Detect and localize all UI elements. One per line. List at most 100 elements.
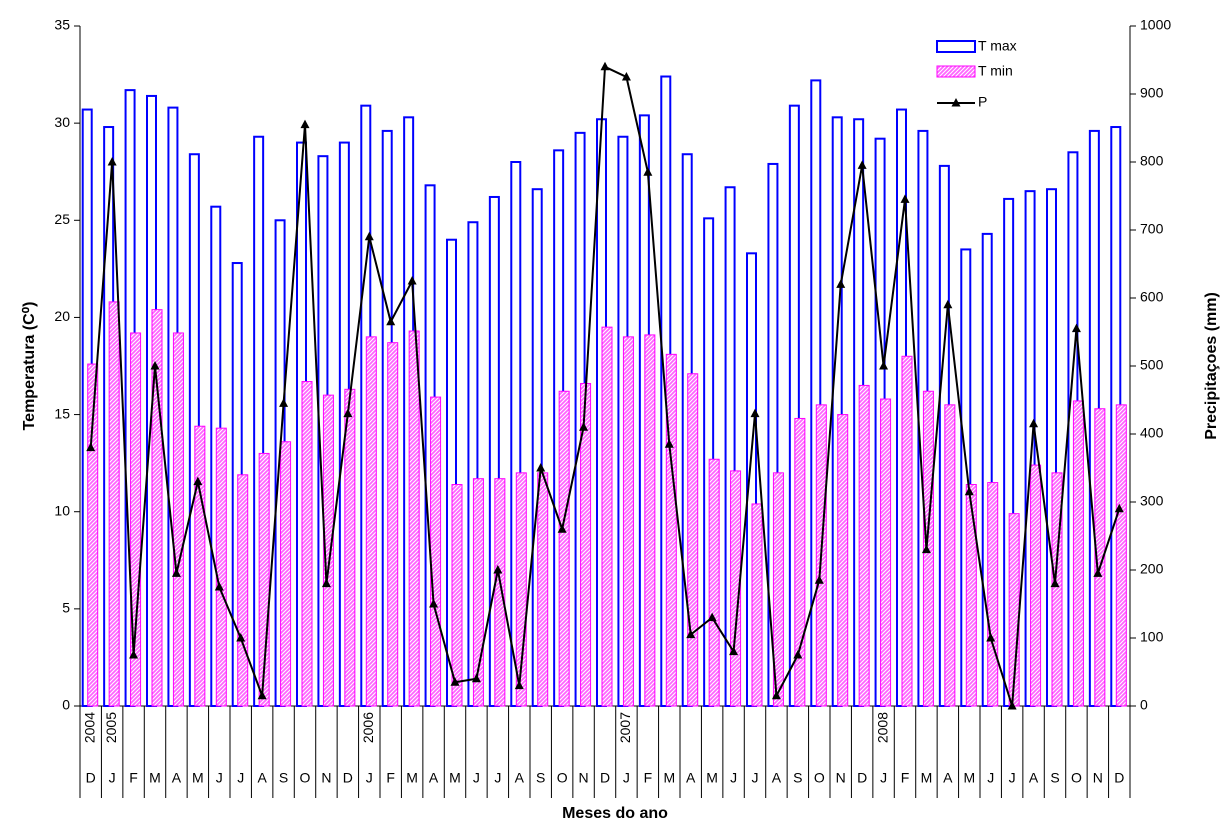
year-label: 2005 [103, 712, 119, 743]
x-tick-label: J [1009, 770, 1016, 786]
point [536, 463, 546, 472]
x-tick-label: J [730, 770, 737, 786]
x-tick-label: M [192, 770, 204, 786]
x-tick-label: D [343, 770, 353, 786]
x-tick-label: M [963, 770, 975, 786]
y-tick-label: 15 [54, 405, 70, 421]
point [557, 524, 567, 533]
year-label: 2007 [617, 712, 633, 743]
point [129, 650, 139, 659]
x-tick-label: J [237, 770, 244, 786]
point [364, 231, 374, 241]
bar [880, 398, 892, 707]
x-tick-label: D [1114, 770, 1124, 786]
x-tick-label: M [406, 770, 418, 786]
y2-tick-label: 100 [1140, 629, 1164, 645]
x-tick-label: F [129, 770, 138, 786]
x-tick-label: F [386, 770, 395, 786]
legend-swatch [936, 65, 976, 78]
bar [1072, 400, 1084, 707]
x-tick-label: F [901, 770, 910, 786]
point [107, 157, 117, 166]
point [279, 398, 289, 407]
x-tick-label: F [644, 770, 653, 786]
legend-label: P [978, 94, 987, 110]
bar [901, 355, 913, 707]
x-tick-label: S [793, 770, 802, 786]
x-tick-label: D [600, 770, 610, 786]
bar [387, 342, 399, 707]
y-tick-label: 35 [54, 17, 70, 33]
bar [472, 478, 484, 707]
x-axis-title: Meses do ano [562, 805, 668, 822]
point [729, 646, 739, 656]
x-tick-label: J [109, 770, 116, 786]
x-tick-label: S [536, 770, 545, 786]
point [300, 119, 310, 129]
point [171, 568, 181, 577]
point [450, 677, 460, 686]
x-tick-label: M [921, 770, 933, 786]
x-tick-label: M [706, 770, 718, 786]
x-tick-label: O [300, 770, 311, 786]
x-tick-label: A [172, 770, 182, 786]
x-tick-label: J [473, 770, 480, 786]
bar [1051, 472, 1063, 707]
x-tick-label: O [814, 770, 825, 786]
y2-tick-label: 700 [1140, 221, 1164, 237]
point [471, 673, 481, 683]
x-tick-label: A [686, 770, 696, 786]
year-label: 2008 [874, 712, 890, 743]
y2-tick-label: 0 [1140, 697, 1148, 713]
x-tick-label: M [663, 770, 675, 786]
y2-tick-label: 600 [1140, 289, 1164, 305]
point [236, 633, 246, 642]
legend-swatch [936, 40, 976, 53]
point [514, 680, 524, 690]
legend-swatch [951, 98, 961, 107]
y2-tick-label: 800 [1140, 153, 1164, 169]
point [257, 690, 267, 700]
bar [687, 373, 699, 707]
bar [494, 478, 506, 707]
point [493, 565, 503, 574]
point [814, 575, 824, 584]
x-tick-label: N [579, 770, 589, 786]
x-tick-label: N [1093, 770, 1103, 786]
x-tick-label: O [557, 770, 568, 786]
y-axis-title: Temperatura (C⁰) [21, 302, 38, 431]
bar [601, 326, 613, 707]
x-tick-label: A [772, 770, 782, 786]
point [1114, 503, 1124, 513]
bar [194, 425, 206, 707]
y-tick-label: 20 [54, 308, 70, 324]
y2-tick-label: 200 [1140, 561, 1164, 577]
y2-axis-title: Precipitaçoes (mm) [1203, 292, 1220, 440]
point [750, 408, 760, 418]
y2-tick-label: 1000 [1140, 17, 1171, 33]
y2-tick-label: 400 [1140, 425, 1164, 441]
bar [858, 384, 870, 707]
x-tick-label: S [1050, 770, 1059, 786]
x-tick-label: N [321, 770, 331, 786]
point [857, 160, 867, 169]
point [1093, 568, 1103, 577]
point [686, 629, 696, 639]
year-label: 2006 [360, 712, 376, 743]
x-tick-label: M [149, 770, 161, 786]
x-tick-label: J [752, 770, 759, 786]
bar [1030, 464, 1042, 707]
bar [87, 363, 99, 707]
legend-label: T max [978, 38, 1017, 54]
point [600, 61, 610, 71]
point [214, 582, 224, 591]
x-tick-label: N [836, 770, 846, 786]
bar [215, 427, 227, 707]
x-tick-label: D [857, 770, 867, 786]
point [771, 690, 781, 700]
x-tick-label: J [880, 770, 887, 786]
y2-tick-label: 900 [1140, 85, 1164, 101]
x-tick-label: M [449, 770, 461, 786]
bar [430, 396, 442, 707]
